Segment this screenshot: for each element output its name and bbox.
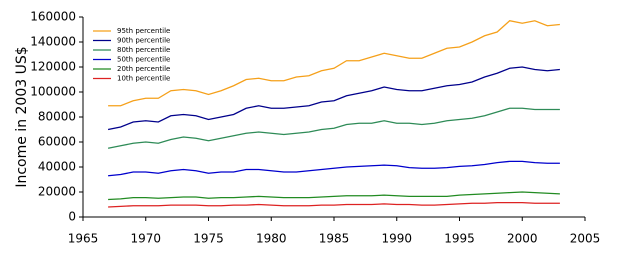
y-tick-label: 80000 xyxy=(38,110,76,124)
y-tick-label: 0 xyxy=(68,210,76,224)
data-line xyxy=(108,201,560,208)
x-tick-label: 1975 xyxy=(193,232,224,246)
legend-label: 80th percentile xyxy=(117,46,170,54)
y-tick-label: 160000 xyxy=(30,10,76,24)
y-axis-label: Income in 2003 US$ xyxy=(14,46,30,187)
legend-label: 20th percentile xyxy=(117,65,170,73)
legend-label: 50th percentile xyxy=(117,56,170,64)
x-tick-label: 2005 xyxy=(570,232,601,246)
data-line xyxy=(108,191,560,201)
x-tick-label: 1990 xyxy=(381,232,412,246)
x-tick-label: 1980 xyxy=(256,232,287,246)
data-line xyxy=(108,160,560,177)
y-tick-label: 100000 xyxy=(30,85,76,99)
legend-label: 90th percentile xyxy=(117,37,170,45)
x-tick-label: 2000 xyxy=(507,232,538,246)
x-tick-label: 1985 xyxy=(319,232,350,246)
data-line xyxy=(108,20,560,107)
legend-label: 10th percentile xyxy=(117,75,170,83)
x-tick-label: 1965 xyxy=(68,232,99,246)
data-line xyxy=(107,66,560,131)
legend-label: 95th percentile xyxy=(117,27,170,35)
y-tick-label: 60000 xyxy=(38,135,76,149)
y-tick-label: 120000 xyxy=(30,60,76,74)
x-tick-label: 1995 xyxy=(444,232,475,246)
x-tick-label: 1970 xyxy=(130,232,161,246)
y-tick-label: 40000 xyxy=(38,160,76,174)
y-tick-label: 20000 xyxy=(38,185,76,199)
data-line xyxy=(107,107,560,149)
y-tick-label: 140000 xyxy=(30,35,76,49)
